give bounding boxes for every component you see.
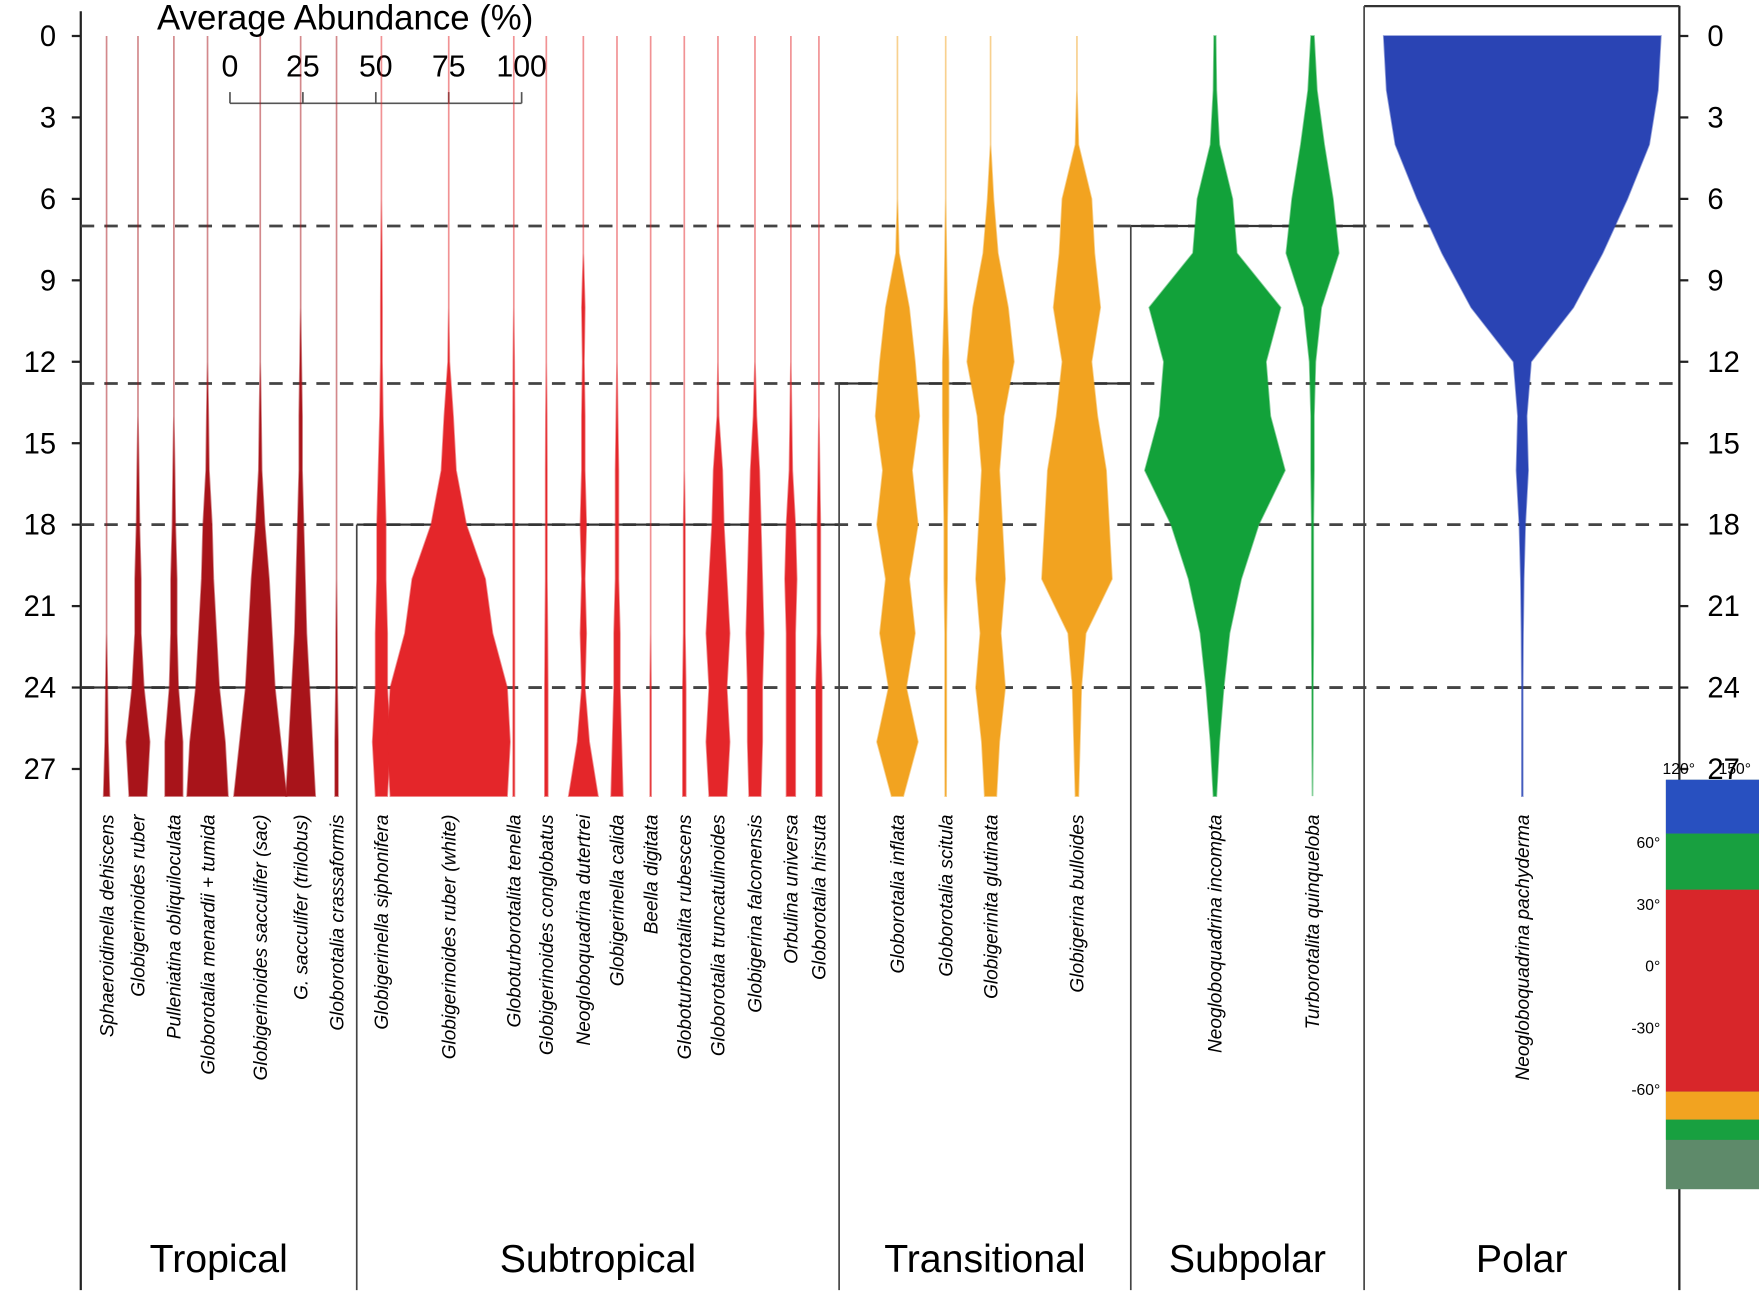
species-label: Globigerinoides conglobatus xyxy=(537,814,558,1055)
y2-tick-label: 21 xyxy=(1707,591,1739,623)
group-label: Subtropical xyxy=(500,1237,696,1281)
group-label: Subpolar xyxy=(1169,1237,1326,1281)
species-label: Globorotalia hirsuta xyxy=(810,815,831,980)
kite xyxy=(334,35,339,797)
species-label: Neogloboquadrina dutertrei xyxy=(574,814,595,1046)
kite xyxy=(649,35,652,797)
y-tick-label: 15 xyxy=(24,428,56,460)
group-label: Tropical xyxy=(150,1237,288,1281)
y-tick-label: 24 xyxy=(24,673,56,705)
y2-tick-label: 9 xyxy=(1707,265,1723,297)
kite xyxy=(1285,35,1340,797)
y-tick-label: 0 xyxy=(40,21,56,53)
chart-title: Average Abundance (%) xyxy=(157,0,533,37)
map-lon-label: 120° xyxy=(1663,761,1695,778)
species-label: Globigerinella calida xyxy=(608,815,629,987)
y-tick-label: 12 xyxy=(24,347,56,379)
species-label: Globorotalia scitula xyxy=(936,815,957,977)
scale-tick-label: 25 xyxy=(286,50,320,83)
species-label: Turborotalita quinqueloba xyxy=(1303,815,1324,1030)
map-band xyxy=(1665,1091,1759,1120)
kite xyxy=(610,35,624,797)
kite xyxy=(1382,35,1662,797)
map-band xyxy=(1665,779,1759,834)
kite xyxy=(941,35,950,797)
species-label: Sphaeroidinella dehiscens xyxy=(97,814,118,1037)
group-label: Transitional xyxy=(884,1237,1085,1281)
kite xyxy=(874,35,921,797)
scale-tick-label: 50 xyxy=(359,50,393,83)
map-inset xyxy=(1665,779,1759,1190)
kite xyxy=(567,35,599,797)
y2-tick-label: 3 xyxy=(1707,103,1723,135)
scale-tick-label: 0 xyxy=(222,50,239,83)
species-label: Neogloboquadrina pachyderma xyxy=(1513,815,1534,1081)
species-label: Globoturborotalita tenella xyxy=(505,815,526,1028)
map-lat-label: 0° xyxy=(1645,959,1660,976)
y2-tick-label: 24 xyxy=(1707,673,1739,705)
map-lon-label: 150° xyxy=(1719,761,1751,778)
species-label: Globorotalia truncatulinoides xyxy=(709,814,730,1056)
kite xyxy=(371,35,392,797)
kite xyxy=(1144,35,1286,797)
kite xyxy=(164,35,184,797)
map-band xyxy=(1665,1119,1759,1140)
species-label: Globigerinoides sacculifer (sac) xyxy=(251,815,272,1081)
y-tick-label: 21 xyxy=(24,591,56,623)
species-label: G. sacculifer (trilobus) xyxy=(291,815,312,1000)
species-label: Pulleniatina obliquiloculata xyxy=(165,815,186,1040)
map-lat-label: 60° xyxy=(1637,835,1661,852)
kite xyxy=(102,35,111,797)
y-tick-label: 18 xyxy=(24,510,56,542)
species-label: Beella digitata xyxy=(641,815,662,935)
map-lat-label: 30° xyxy=(1637,897,1661,914)
species-label: Neogloboquadrina incompta xyxy=(1206,815,1227,1053)
kite xyxy=(544,35,549,797)
kite xyxy=(966,35,1015,797)
map-band xyxy=(1665,889,1759,1092)
species-label: Orbulina universa xyxy=(782,815,803,964)
y2-tick-label: 6 xyxy=(1707,184,1723,216)
kite xyxy=(186,35,229,797)
y2-tick-label: 12 xyxy=(1707,347,1739,379)
group-label: Polar xyxy=(1476,1237,1568,1281)
kite xyxy=(682,35,687,797)
kite xyxy=(285,35,317,797)
kite xyxy=(233,35,288,797)
map-lat-label: -30° xyxy=(1631,1020,1660,1037)
kite xyxy=(705,35,731,797)
kite xyxy=(784,35,798,797)
kite xyxy=(745,35,765,797)
kite xyxy=(1041,35,1113,797)
y-tick-label: 9 xyxy=(40,265,56,297)
scale-tick-label: 100 xyxy=(496,50,546,83)
y-tick-label: 3 xyxy=(40,103,56,135)
y-tick-label: 27 xyxy=(24,754,56,786)
kite xyxy=(512,35,516,797)
y2-tick-label: 15 xyxy=(1707,428,1739,460)
kite xyxy=(815,35,823,797)
species-label: Globorotalia inflata xyxy=(888,815,909,974)
species-label: Globorotalia menardii + tumida xyxy=(198,815,219,1075)
species-label: Globigerinita glutinata xyxy=(981,815,1002,999)
map-lat-label: -60° xyxy=(1631,1082,1660,1099)
species-label: Globigerinella siphonifera xyxy=(372,815,393,1030)
kite xyxy=(125,35,151,797)
y-tick-label: 6 xyxy=(40,184,56,216)
y2-tick-label: 0 xyxy=(1707,21,1723,53)
species-label: Globoturborotalita rubescens xyxy=(675,814,696,1059)
species-label: Globigerina falconensis xyxy=(746,814,767,1013)
species-label: Globigerinoides ruber xyxy=(129,814,150,997)
species-label: Globorotalia crassaformis xyxy=(327,814,348,1031)
y2-tick-label: 27 xyxy=(1707,754,1739,786)
kite xyxy=(386,35,511,797)
species-label: Globigerinoides ruber (white) xyxy=(439,815,460,1060)
map-band xyxy=(1665,833,1759,890)
species-label: Globigerina bulloides xyxy=(1068,814,1089,993)
y2-tick-label: 18 xyxy=(1707,510,1739,542)
